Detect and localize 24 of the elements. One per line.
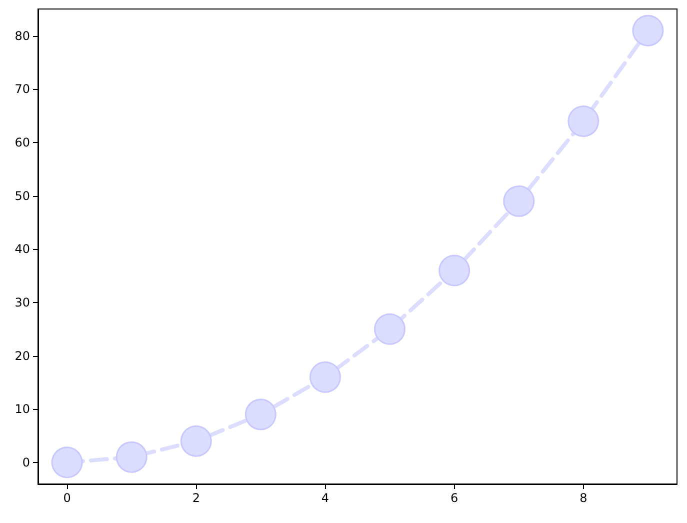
- point: [51, 446, 83, 478]
- point: [503, 185, 535, 217]
- y-tick-label: 0: [22, 455, 30, 470]
- y-tick-label: 20: [14, 348, 30, 363]
- y-tick-label: 10: [14, 402, 30, 416]
- y-tick-label: 50: [14, 188, 30, 203]
- x-tick-label: 6: [450, 491, 458, 505]
- point: [180, 425, 212, 457]
- y-tick-label: 80: [14, 28, 30, 43]
- point: [310, 361, 341, 393]
- point: [632, 14, 664, 46]
- y-tick-label: 40: [14, 242, 30, 256]
- point: [438, 254, 470, 286]
- point: [374, 313, 406, 345]
- y-tick-label: 30: [14, 295, 30, 310]
- point: [244, 398, 276, 430]
- point: [116, 441, 148, 473]
- x-tick-label: 2: [192, 491, 200, 505]
- point: [568, 105, 600, 137]
- x-tick-label: 8: [580, 491, 588, 505]
- y-tick-label: 70: [14, 82, 30, 96]
- x-tick-label: 0: [63, 491, 71, 505]
- x-tick-label: 4: [321, 491, 330, 505]
- y-tick-label: 60: [14, 136, 30, 150]
